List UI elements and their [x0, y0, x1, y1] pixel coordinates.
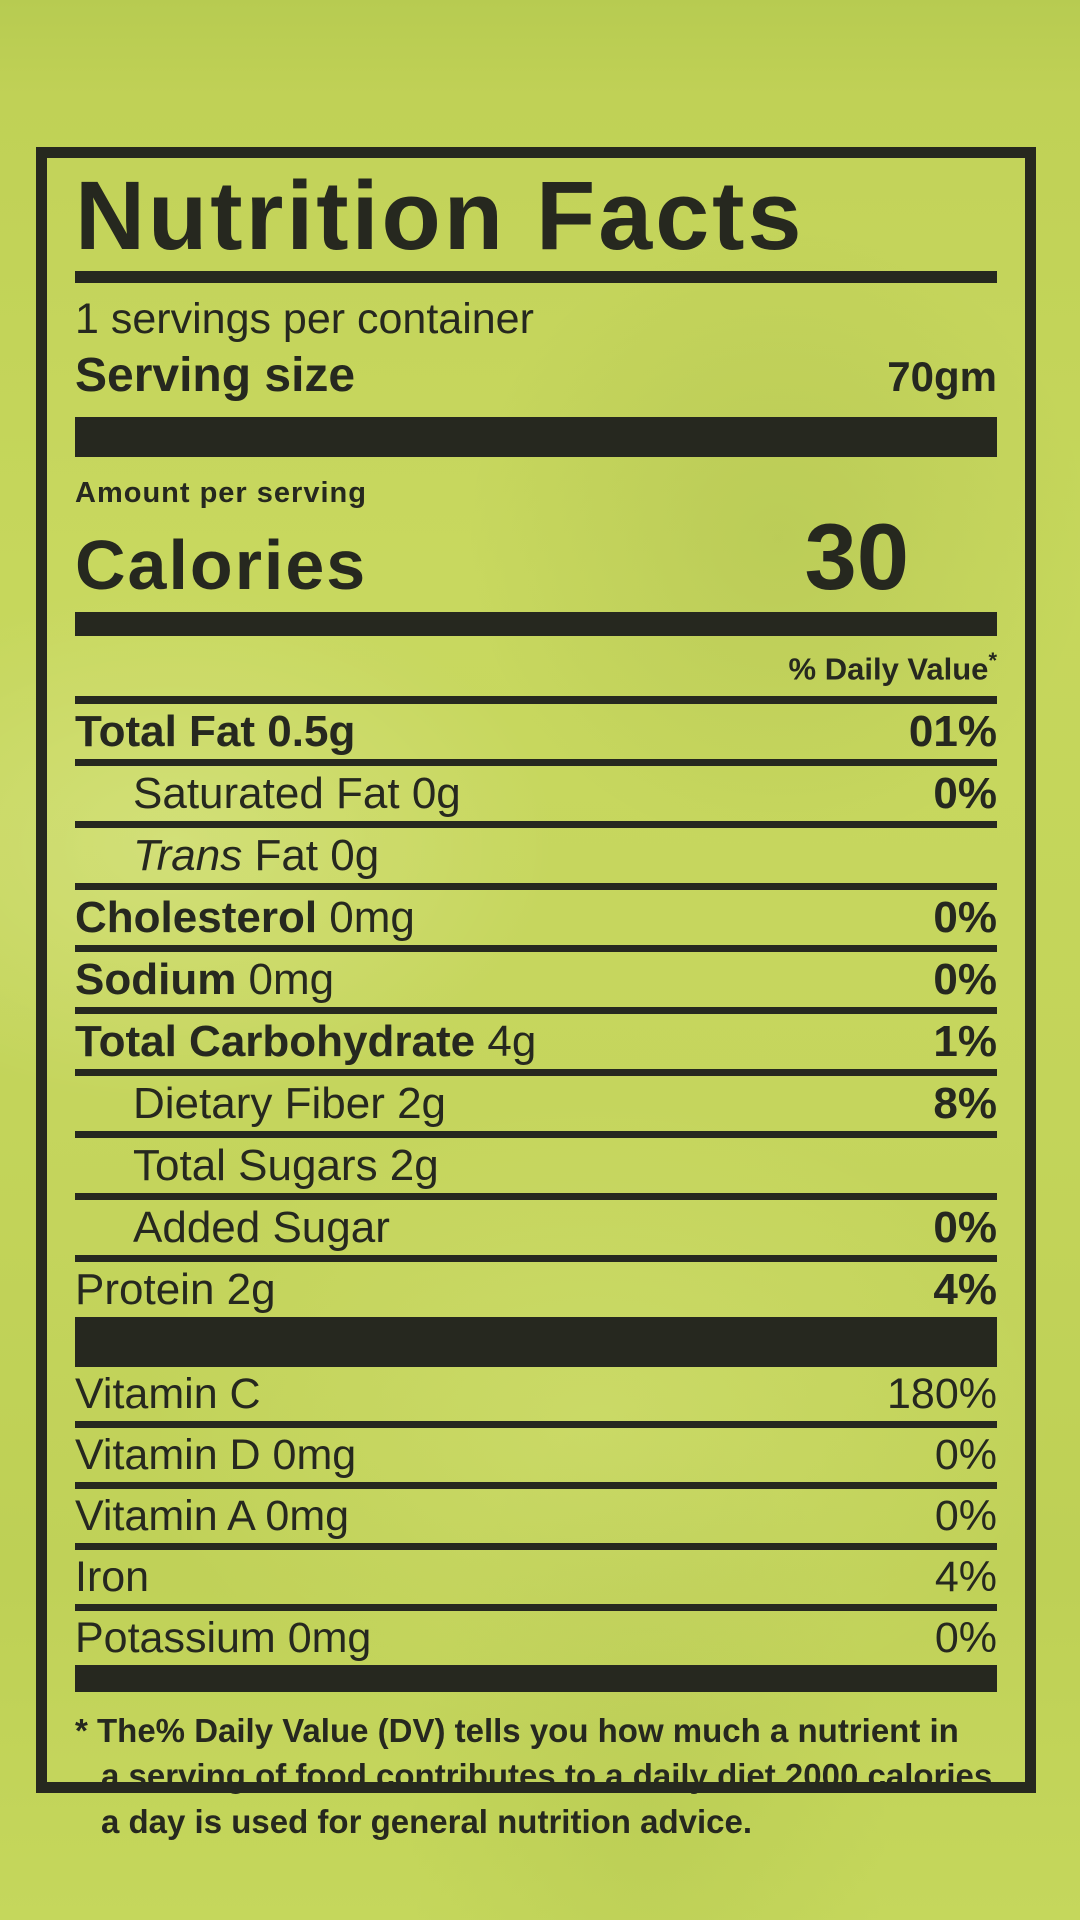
row-added-sugar-label: Added Sugar: [133, 1202, 390, 1252]
row-added-sugar: Added Sugar 0%: [75, 1192, 997, 1255]
calories-value: 30: [804, 504, 909, 610]
row-dietary-fiber: Dietary Fiber 2g 8%: [75, 1068, 997, 1131]
title-divider: [75, 270, 997, 283]
footnote-line: * The% Daily Value (DV) tells you how mu…: [75, 1711, 959, 1749]
row-saturated-fat: Saturated Fat 0g 0%: [75, 758, 997, 821]
row-iron-value: 4%: [934, 1552, 997, 1601]
nutrition-facts-label: Nutrition Facts 1 servings per container…: [36, 147, 1036, 1840]
row-dietary-fiber-value: 8%: [933, 1078, 997, 1128]
calories-divider: [75, 612, 997, 637]
row-total-carbohydrate: Total Carbohydrate 4g 1%: [75, 1006, 997, 1069]
servings-per-container: 1 servings per container: [75, 294, 534, 343]
daily-value-header: % Daily Value*: [75, 648, 997, 687]
row-total-fat: Total Fat 0.5g 01%: [75, 704, 997, 759]
row-protein: Protein 2g 4%: [75, 1254, 997, 1317]
calories-label: Calories: [75, 526, 368, 605]
serving-size-value: 70gm: [887, 353, 997, 401]
nutrient-rows: Total Fat 0.5g 01% Saturated Fat 0g 0% Trans…: [75, 695, 997, 1317]
row-sodium-value: 0%: [933, 954, 997, 1004]
footnote-line: a day is used for general nutrition advi…: [101, 1802, 753, 1840]
row-dietary-fiber-label: Dietary Fiber 2g: [133, 1078, 447, 1128]
row-total-fat-value: 01%: [908, 706, 997, 756]
row-sodium-label: Sodium 0mg: [75, 954, 335, 1004]
footnote-line: a serving of food contributes to a daily…: [101, 1757, 993, 1795]
row-vitamin-a: Vitamin A 0mg 0%: [75, 1481, 997, 1543]
row-vitamin-d-label: Vitamin D 0mg: [75, 1430, 357, 1479]
row-total-carbohydrate-label: Total Carbohydrate 4g: [75, 1016, 537, 1066]
daily-value-asterisk: *: [988, 648, 997, 674]
row-total-sugars-label: Total Sugars 2g: [133, 1140, 439, 1190]
row-sodium: Sodium 0mg 0%: [75, 944, 997, 1007]
row-saturated-fat-label: Saturated Fat 0g: [133, 768, 461, 818]
row-potassium: Potassium 0mg 0%: [75, 1603, 997, 1665]
row-cholesterol-value: 0%: [933, 892, 997, 942]
row-protein-value: 4%: [933, 1264, 997, 1314]
row-vitamin-a-label: Vitamin A 0mg: [75, 1491, 350, 1540]
row-total-carbohydrate-value: 1%: [933, 1016, 997, 1066]
thick-divider-protein: [75, 1316, 997, 1359]
amount-per-serving-label: Amount per serving: [75, 477, 367, 510]
label-title: Nutrition Facts: [75, 161, 805, 270]
row-potassium-label: Potassium 0mg: [75, 1613, 372, 1662]
row-vitamin-c: Vitamin C 180%: [75, 1367, 997, 1421]
row-vitamin-a-value: 0%: [934, 1491, 997, 1540]
thick-divider-bottom: [75, 1664, 997, 1692]
footnote: * The% Daily Value (DV) tells you how mu…: [75, 1708, 997, 1845]
row-saturated-fat-value: 0%: [933, 768, 997, 818]
row-iron-label: Iron: [75, 1552, 150, 1601]
row-vitamin-d-value: 0%: [934, 1430, 997, 1479]
row-vitamin-d: Vitamin D 0mg 0%: [75, 1420, 997, 1482]
row-vitamin-c-label: Vitamin C: [75, 1369, 261, 1418]
row-cholesterol: Cholesterol 0mg 0%: [75, 882, 997, 945]
row-cholesterol-label: Cholesterol 0mg: [75, 892, 415, 942]
micronutrient-rows: Vitamin C 180% Vitamin D 0mg 0% Vitamin A 0m…: [75, 1358, 997, 1665]
serving-size-row: Serving size 70gm: [75, 348, 997, 403]
row-potassium-value: 0%: [934, 1613, 997, 1662]
row-iron: Iron 4%: [75, 1542, 997, 1604]
row-added-sugar-value: 0%: [933, 1202, 997, 1252]
row-protein-label: Protein 2g: [75, 1264, 276, 1314]
row-trans-fat-label: Trans Fat 0g: [133, 830, 380, 880]
row-total-sugars: Total Sugars 2g: [75, 1130, 997, 1193]
row-trans-fat: Trans Fat 0g: [75, 820, 997, 883]
row-vitamin-c-value: 180%: [887, 1369, 997, 1418]
calories-row: Calories 30: [75, 510, 997, 604]
thick-divider-top: [75, 417, 997, 458]
daily-value-text: % Daily Value: [788, 651, 989, 687]
serving-size-label: Serving size: [75, 349, 356, 403]
row-total-fat-label: Total Fat 0.5g: [75, 706, 356, 756]
